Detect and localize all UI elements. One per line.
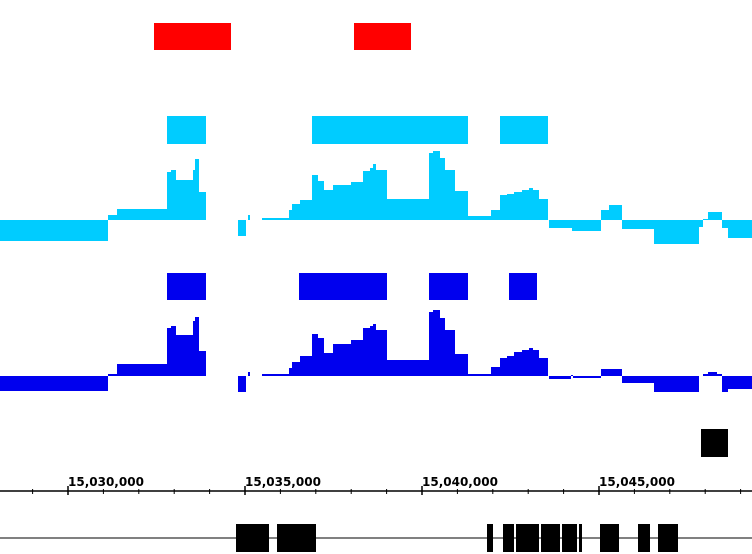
gene-exon[interactable]	[487, 524, 493, 552]
cyan-region-2[interactable]	[312, 116, 468, 144]
blue-region-track	[167, 273, 537, 300]
cyan-region-track	[167, 116, 548, 144]
red-region-track	[154, 23, 411, 50]
axis-minor-ticks	[32, 489, 742, 494]
gene-exon[interactable]	[541, 524, 560, 552]
gene-exon[interactable]	[600, 524, 619, 552]
gene-exon[interactable]	[638, 524, 650, 552]
red-region-1[interactable]	[154, 23, 231, 50]
cyan-region-3[interactable]	[500, 116, 548, 144]
gene-exon[interactable]	[277, 524, 316, 552]
gene-exon[interactable]	[236, 524, 269, 552]
gene-model-track	[0, 524, 752, 552]
gene-exon[interactable]	[579, 524, 582, 552]
axis-tick-label: 15,035,000	[245, 475, 321, 489]
blue-coverage-signal	[0, 310, 752, 392]
axis-tick-label: 15,030,000	[68, 475, 144, 489]
axis-tick-label: 15,040,000	[422, 475, 498, 489]
gene-exon[interactable]	[658, 524, 678, 552]
axis-tick-label: 15,045,000	[599, 475, 675, 489]
blue-coverage-track	[0, 310, 752, 392]
cyan-coverage-track	[0, 151, 752, 244]
cyan-coverage-signal	[0, 151, 752, 244]
gene-exon[interactable]	[562, 524, 577, 552]
gene-exon[interactable]	[516, 524, 539, 552]
blue-region-4[interactable]	[509, 273, 537, 300]
blue-region-3[interactable]	[429, 273, 468, 300]
black-marker-track	[701, 429, 728, 457]
red-region-2[interactable]	[354, 23, 411, 50]
gene-exon[interactable]	[503, 524, 514, 552]
coordinate-axis: 15,030,000 15,035,000 15,040,000 15,045,…	[0, 475, 752, 495]
blue-region-1[interactable]	[167, 273, 206, 300]
black-marker-1[interactable]	[701, 429, 728, 457]
blue-region-2[interactable]	[299, 273, 387, 300]
cyan-region-1[interactable]	[167, 116, 206, 144]
